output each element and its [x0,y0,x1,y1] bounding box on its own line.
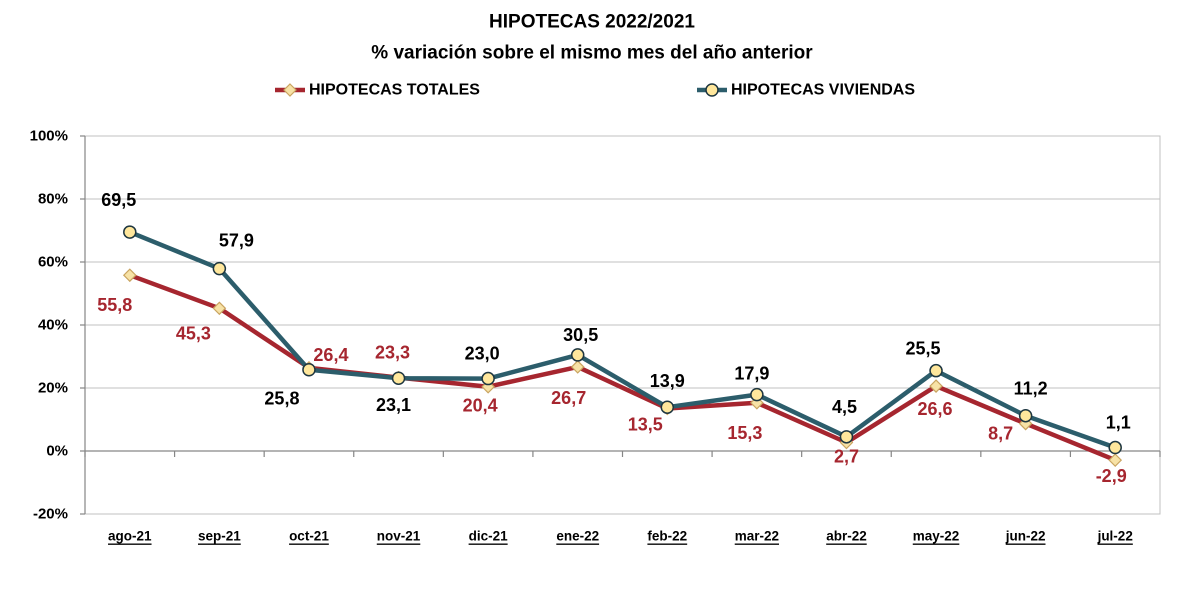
x-tick-label: sep-21 [198,529,241,544]
data-label-viviendas: 25,8 [264,389,299,409]
y-tick-label: 60% [38,254,68,271]
data-label-totales: 20,4 [463,396,498,416]
y-tick-label: 80% [38,191,68,208]
data-label-totales: 23,3 [375,343,410,363]
legend: HIPOTECAS TOTALES HIPOTECAS VIVIENDAS [275,82,915,99]
legend-item-viviendas: HIPOTECAS VIVIENDAS [697,82,915,99]
data-label-viviendas: 57,9 [219,231,254,251]
series-markers [122,225,1123,467]
x-tick-label: jul-22 [1097,529,1133,544]
x-tick-label: nov-21 [377,529,421,544]
chart-subtitle: % variación sobre el mismo mes del año a… [371,43,813,64]
series-lines [127,229,1118,463]
point-viviendas [750,387,764,402]
data-label-totales: 55,8 [97,295,132,315]
data-label-totales: 8,7 [988,424,1013,444]
data-label-totales: 26,7 [551,388,586,408]
data-label-viviendas: 25,5 [906,339,941,359]
x-tick-label: dic-21 [469,529,509,544]
series-line-viviendas [127,229,1118,450]
point-viviendas [212,261,227,276]
y-tick-label: 0% [46,443,68,460]
data-label-viviendas: 1,1 [1106,413,1131,433]
data-label-totales: 26,4 [313,345,348,365]
legend-item-totales: HIPOTECAS TOTALES [275,82,480,99]
point-viviendas [302,362,316,377]
data-label-viviendas: 23,0 [465,344,500,364]
point-viviendas [570,348,585,362]
x-tick-label: oct-21 [289,529,329,544]
point-viviendas [839,430,854,444]
x-tick-label: jun-22 [1005,529,1046,544]
point-totales [122,268,137,283]
data-labels: 55,8 45,3 26,4 23,3 20,4 26,7 13,5 15,3 2,7 26,6 8… [97,190,1130,486]
axes: -20% 0% 20% 40% 60% 80% 100% ago-21 sep-21 oct-21… [30,128,1161,544]
data-label-viviendas: 23,1 [376,395,411,415]
chart-title: HIPOTECAS 2022/2021 [489,12,695,33]
legend-label-totales: HIPOTECAS TOTALES [309,82,480,99]
y-tick-label: -20% [33,506,68,523]
point-totales [570,360,585,374]
point-viviendas [660,400,675,414]
x-tick-label: mar-22 [735,529,779,544]
point-totales [929,379,943,393]
y-tick-label: 100% [30,128,68,145]
point-viviendas [929,363,943,378]
point-viviendas [1018,408,1033,423]
diamond-icon [283,83,297,97]
data-label-totales: 45,3 [176,323,211,343]
data-label-viviendas: 69,5 [101,190,136,210]
legend-label-viviendas: HIPOTECAS VIVIENDAS [731,82,915,99]
point-totales [212,301,227,316]
data-label-viviendas: 30,5 [563,325,598,345]
x-tick-label: abr-22 [826,529,867,544]
y-tick-label: 40% [38,317,68,334]
x-tick-label: ago-21 [108,529,152,544]
data-label-viviendas: 4,5 [832,397,857,417]
point-viviendas [1108,440,1122,455]
data-label-totales: 15,3 [727,423,762,443]
series-line-totales [127,272,1118,463]
point-viviendas [391,371,406,385]
point-totales [1108,453,1123,467]
data-label-totales: 13,5 [628,414,663,434]
data-label-viviendas: 11,2 [1014,379,1048,399]
data-label-totales: -2,9 [1096,466,1127,486]
data-label-totales: 26,6 [918,399,953,419]
data-label-viviendas: 13,9 [650,371,685,391]
point-viviendas [481,371,495,386]
data-label-totales: 2,7 [834,446,859,466]
x-tick-label: feb-22 [647,529,687,544]
data-label-viviendas: 17,9 [734,364,769,384]
x-tick-label: may-22 [913,529,960,544]
y-tick-label: 20% [38,380,68,397]
circle-icon [705,83,719,97]
point-viviendas [123,225,137,239]
x-tick-label: ene-22 [556,529,599,544]
